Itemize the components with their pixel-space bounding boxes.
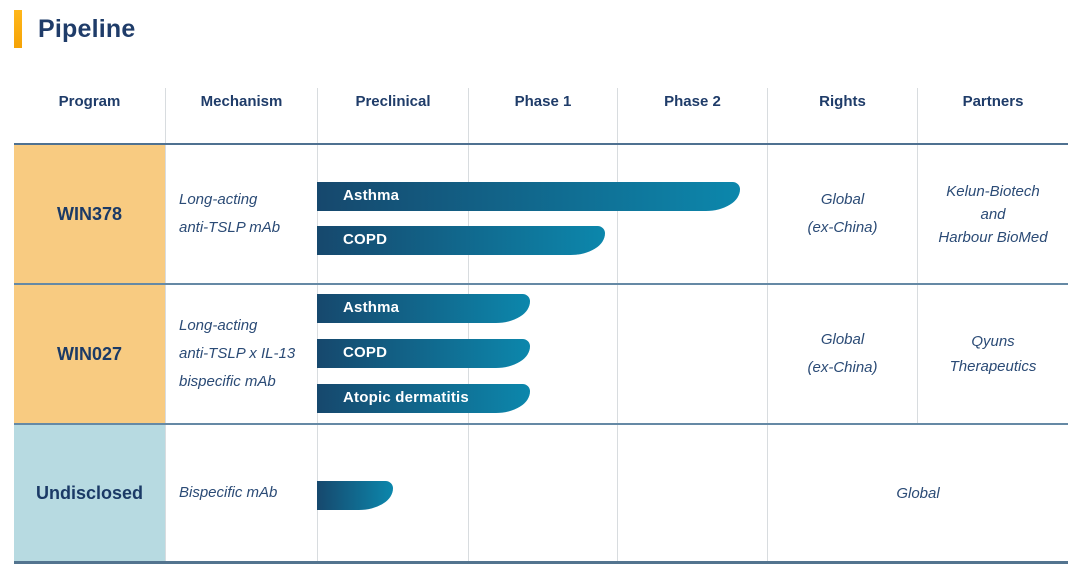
column-header-partners: Partners — [917, 88, 1068, 143]
stage-cell-phase-2 — [617, 145, 767, 283]
title-accent-bar — [14, 10, 22, 48]
stage-cell-phase-1 — [468, 285, 617, 423]
column-header-rights: Rights — [767, 88, 917, 143]
stage-cell-preclinical — [317, 285, 468, 423]
column-header-mechanism: Mechanism — [165, 88, 317, 143]
rights-win027: Global (ex-China) — [767, 285, 917, 423]
stage-cell-preclinical — [317, 145, 468, 283]
rights-win378: Global (ex-China) — [767, 145, 917, 283]
table-row-win027: WIN027 Long-acting anti-TSLP x IL-13 bis… — [14, 285, 1068, 425]
partners-win027: Qyuns Therapeutics — [917, 285, 1068, 423]
column-header-phase-1: Phase 1 — [468, 88, 617, 143]
mechanism-win378: Long-acting anti-TSLP mAb — [165, 145, 317, 283]
column-header-phase-2: Phase 2 — [617, 88, 767, 143]
table-header-row: Program Mechanism Preclinical Phase 1 Ph… — [14, 88, 1068, 145]
page-title: Pipeline — [38, 14, 136, 43]
program-name-win378: WIN378 — [14, 145, 165, 283]
title-block: Pipeline — [14, 10, 135, 48]
stage-cell-phase-1 — [468, 145, 617, 283]
mechanism-undisclosed: Bispecific mAb — [165, 425, 317, 561]
pipeline-table: Program Mechanism Preclinical Phase 1 Ph… — [14, 88, 1068, 564]
mechanism-win027: Long-acting anti-TSLP x IL-13 bispecific… — [165, 285, 317, 423]
table-row-win378: WIN378 Long-acting anti-TSLP mAb Global … — [14, 145, 1068, 285]
stage-cell-preclinical — [317, 425, 468, 561]
rights-partners-undisclosed: Global — [767, 425, 1068, 561]
program-name-undisclosed: Undisclosed — [14, 425, 165, 561]
stage-cell-phase-1 — [468, 425, 617, 561]
column-header-preclinical: Preclinical — [317, 88, 468, 143]
partners-win378: Kelun-Biotech and Harbour BioMed — [917, 145, 1068, 283]
stage-cell-phase-2 — [617, 425, 767, 561]
table-row-undisclosed: Undisclosed Bispecific mAb Global — [14, 425, 1068, 564]
stage-cell-phase-2 — [617, 285, 767, 423]
column-header-program: Program — [58, 93, 121, 110]
program-name-win027: WIN027 — [14, 285, 165, 423]
